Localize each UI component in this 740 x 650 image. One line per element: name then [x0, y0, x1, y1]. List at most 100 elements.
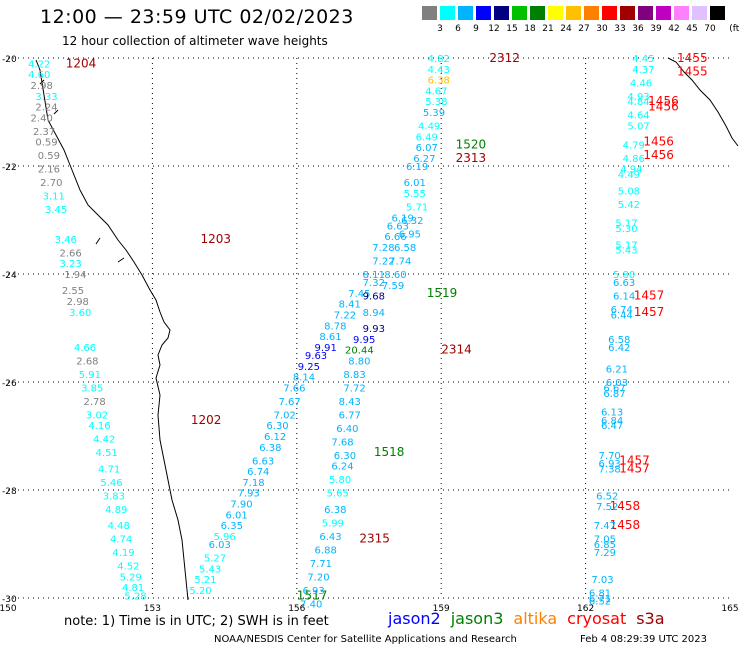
wave-height-value: 4.94	[620, 165, 642, 176]
wave-height-value: 9.63	[305, 351, 327, 362]
wave-height-value: 6.85	[594, 540, 616, 551]
colorbar-swatch	[566, 6, 581, 20]
wave-height-value: 4.49	[618, 170, 640, 181]
colorbar-label: 12	[488, 24, 500, 34]
track-time-label: 1456	[648, 94, 679, 108]
colorbar-swatch	[476, 6, 491, 20]
track-time-label: 1455	[677, 51, 708, 65]
wave-height-value: 8.41	[339, 300, 361, 311]
wave-height-value: 6.03	[209, 540, 231, 551]
wave-height-value: 5.28	[124, 591, 146, 602]
wave-height-value: 9.68	[363, 292, 385, 303]
colorbar-label: 33	[614, 24, 626, 34]
wave-height-value: 6.30	[266, 421, 288, 432]
wave-height-value: 7.03	[591, 575, 613, 586]
coastline	[35, 57, 739, 601]
wave-height-value: 6.52	[596, 491, 618, 502]
wave-height-value: 6.63	[252, 456, 274, 467]
wave-height-value: 3.23	[59, 259, 81, 270]
longitude-tick-label: 165	[721, 604, 738, 614]
wave-height-value: 7.32	[363, 278, 385, 289]
colorbar-label: 24	[560, 24, 572, 34]
wave-height-value: 6.44	[611, 311, 633, 322]
wave-height-value: 7.72	[343, 383, 365, 394]
wave-height-value: 4.46	[630, 78, 652, 89]
track-time-label: 1518	[374, 445, 405, 459]
wave-height-value: 4.51	[96, 448, 118, 459]
wave-height-value: 4.89	[105, 505, 127, 516]
wave-height-value: 6.30	[334, 451, 356, 462]
wave-height-value: 6.63	[613, 278, 635, 289]
track-time-label: 1203	[201, 232, 232, 246]
wave-height-value: 8.43	[339, 397, 361, 408]
track-time-label: 2313	[456, 151, 487, 165]
satellite-legend-item: altika	[513, 609, 558, 628]
australia-coastline	[35, 59, 189, 601]
wave-height-value: 5.30	[615, 224, 637, 235]
wave-height-value: 6.88	[315, 545, 337, 556]
track-time-label: 1455	[677, 65, 708, 79]
colorbar-label: 6	[455, 24, 461, 34]
new-caledonia-coastline	[667, 57, 739, 147]
wave-height-value: 4.86	[623, 154, 645, 165]
wave-height-value: 6.58	[394, 243, 416, 254]
wave-height-value: 6.24	[331, 462, 353, 473]
satellite-legend-item: cryosat	[567, 609, 627, 628]
track-time-label: 2312	[489, 51, 520, 65]
wave-height-value: 5.08	[618, 186, 640, 197]
track-time-label: 2314	[441, 343, 472, 357]
coast-fragment	[39, 79, 125, 263]
wave-height-value: 6.38	[324, 505, 346, 516]
wave-height-value: 7.20	[307, 572, 329, 583]
wave-height-value: 6.40	[336, 424, 358, 435]
wave-height-value: 5.80	[613, 270, 635, 281]
track-time-label: 2315	[359, 532, 390, 546]
wave-height-value: 6.07	[416, 143, 438, 154]
wave-height-value: 6.84	[601, 416, 623, 427]
wave-height-value: 5.42	[618, 200, 640, 211]
wave-height-value: 4.60	[28, 70, 50, 81]
wave-height-value: 6.49	[416, 132, 438, 143]
satellite-legend-item: jason3	[450, 609, 504, 628]
wave-height-value: 8.60	[384, 270, 406, 281]
wave-height-value: 3.46	[55, 235, 77, 246]
wave-height-value: 2.37	[33, 127, 55, 138]
wave-height-value: 4.43	[428, 65, 450, 76]
wave-height-value: 2.70	[40, 178, 62, 189]
track-time-label: 1202	[191, 413, 222, 427]
wave-height-value: 5.96	[213, 532, 235, 543]
longitude-tick-label: 156	[288, 604, 305, 614]
wave-height-value: 7.22	[372, 257, 394, 268]
wave-height-value: 4.64	[627, 111, 649, 122]
track-time-label: 1204	[66, 56, 97, 70]
wave-height-value: 7.38	[599, 464, 621, 475]
colorbar-label: 45	[686, 24, 698, 34]
colorbar-label: 36	[632, 24, 644, 34]
latitude-tick-label: -20	[2, 55, 17, 65]
wave-height-value: 6.01	[226, 510, 248, 521]
wave-height-value: 6.38	[428, 76, 450, 87]
wave-height-value: 4.84	[627, 97, 649, 108]
wave-height-value: 7.71	[310, 559, 332, 570]
colorbar-swatch	[530, 6, 545, 20]
wave-height-value: 4.66	[74, 343, 96, 354]
wave-height-value: 6.93	[303, 586, 325, 597]
footer-note: note: 1) Time is in UTC; 2) SWH is in fe…	[64, 614, 329, 629]
longitude-tick-label: 153	[144, 604, 161, 614]
wave-height-value: 6.95	[399, 230, 421, 241]
wave-height-value: 7.45	[348, 289, 370, 300]
wave-height-value: 7.90	[230, 500, 252, 511]
wave-height-value: 5.27	[204, 554, 226, 565]
wave-height-value: 6.03	[606, 378, 628, 389]
wave-height-value: 8.80	[348, 356, 370, 367]
wave-height-value: 6.12	[264, 432, 286, 443]
colorbar-label: 21	[542, 24, 554, 34]
wave-height-value: 7.05	[594, 535, 616, 546]
longitude-tick-label: 150	[0, 604, 17, 614]
wave-height-value: 6.58	[608, 335, 630, 346]
latitude-tick-label: -22	[2, 163, 17, 173]
latitude-tick-label: -24	[2, 271, 17, 281]
wave-height-value: 8.61	[319, 332, 341, 343]
wave-height-value: 7.93	[238, 489, 260, 500]
track-time-label: 1458	[610, 499, 641, 513]
